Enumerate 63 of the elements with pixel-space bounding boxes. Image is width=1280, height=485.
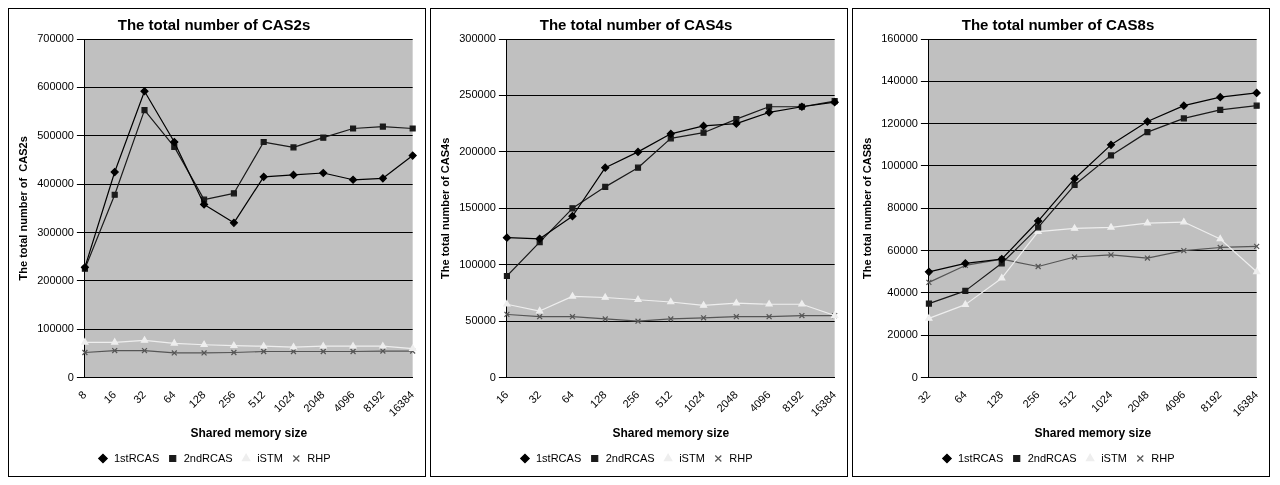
legend-label: iSTM	[257, 451, 283, 464]
x-tick-label: 128	[587, 388, 609, 410]
y-axis-title: The total number of CAS4s	[438, 137, 451, 279]
x-tick-label: 128	[186, 388, 208, 410]
y-tick-label: 40000	[887, 286, 918, 299]
y-tick-label: 600000	[37, 80, 74, 93]
x-tick-label: 16	[493, 388, 511, 406]
y-tick-label: 0	[911, 370, 918, 383]
y-tick-label: 80000	[887, 201, 918, 214]
y-axis-title: The total number of CAS8s	[860, 137, 873, 279]
y-tick-label: 100000	[459, 257, 496, 270]
x-tick-label: 256	[215, 388, 238, 410]
y-tick-label: 400000	[37, 177, 74, 190]
chart-title: The total number of CAS8s	[961, 16, 1155, 34]
x-tick-label: 512	[245, 388, 268, 410]
x-axis-title: Shared memory size	[190, 426, 308, 441]
y-axis-title: The total number of CAS2s	[16, 136, 29, 281]
x-axis-title: Shared memory size	[1034, 426, 1152, 441]
y-tick-label: 120000	[881, 116, 918, 129]
legend-label: 1stRCAS	[113, 451, 160, 464]
legend-label: 1stRCAS	[535, 451, 582, 464]
y-tick-label: 0	[67, 370, 74, 383]
y-tick-label: 100000	[37, 322, 74, 335]
y-tick-label: 700000	[37, 32, 74, 45]
legend-label: iSTM	[679, 451, 705, 464]
y-tick-label: 250000	[459, 88, 496, 101]
legend-label: 2ndRCAS	[605, 451, 655, 464]
legend-label: RHP	[729, 451, 753, 464]
x-tick-label: 64	[951, 388, 969, 406]
y-tick-label: 300000	[37, 225, 74, 238]
x-tick-label: 64	[160, 388, 178, 406]
legend-label: RHP	[307, 451, 331, 464]
x-axis-title: Shared memory size	[612, 426, 730, 441]
x-tick-label: 64	[558, 388, 577, 406]
y-tick-label: 20000	[887, 328, 918, 341]
legend-label: 2ndRCAS	[1027, 451, 1077, 464]
x-tick-label: 8	[75, 388, 89, 402]
x-tick-label: 256	[620, 388, 642, 410]
x-tick-label: 32	[915, 388, 933, 406]
y-tick-label: 100000	[881, 159, 918, 172]
legend-label: 1stRCAS	[957, 451, 1004, 464]
y-tick-label: 300000	[459, 32, 496, 45]
legend-label: RHP	[1151, 451, 1175, 464]
chart-title: The total number of CAS4s	[539, 16, 733, 34]
y-tick-label: 200000	[37, 273, 74, 286]
legend-label: iSTM	[1101, 451, 1127, 464]
y-tick-label: 140000	[881, 74, 918, 87]
y-tick-label: 150000	[459, 201, 496, 214]
x-tick-label: 16	[101, 388, 119, 406]
y-tick-label: 0	[489, 370, 496, 383]
legend-label: 2ndRCAS	[183, 451, 233, 464]
y-tick-label: 160000	[881, 32, 918, 45]
x-tick-label: 512	[652, 388, 675, 410]
x-tick-label: 512	[1056, 388, 1079, 410]
x-tick-label: 256	[1020, 388, 1042, 410]
x-tick-label: 128	[983, 388, 1006, 410]
x-tick-label: 32	[130, 388, 149, 406]
y-tick-label: 500000	[37, 128, 74, 141]
chart-title: The total number of CAS2s	[117, 16, 311, 34]
y-tick-label: 60000	[887, 243, 918, 256]
y-tick-label: 200000	[459, 144, 496, 157]
x-tick-label: 32	[526, 388, 544, 406]
y-tick-label: 50000	[465, 314, 496, 327]
